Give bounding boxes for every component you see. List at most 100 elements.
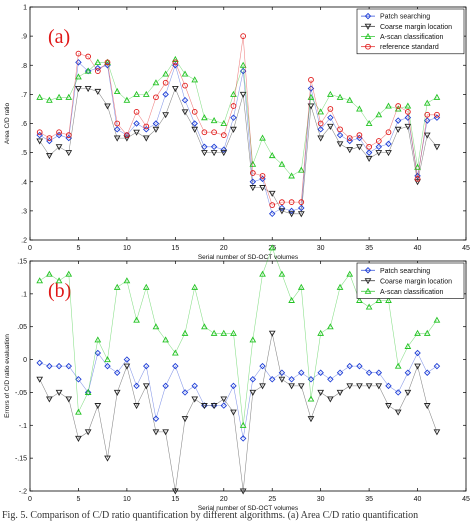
series-a-scan-classification xyxy=(36,244,441,428)
legend: Patch searching Coarse margin location A-s… xyxy=(356,8,465,55)
data-point xyxy=(36,93,44,100)
data-point xyxy=(346,135,353,141)
data-point xyxy=(414,179,421,186)
data-point xyxy=(365,155,373,162)
data-point xyxy=(336,389,344,396)
data-point xyxy=(394,117,402,124)
y-axis-label: Area C/D ratio xyxy=(4,103,11,145)
data-point xyxy=(210,403,218,410)
data-point xyxy=(394,362,402,369)
data-point xyxy=(36,376,44,383)
data-point xyxy=(36,129,43,136)
data-point xyxy=(336,369,344,376)
data-point xyxy=(191,396,199,403)
data-point xyxy=(220,329,228,336)
data-point xyxy=(239,488,247,495)
data-point xyxy=(317,369,324,376)
legend-entry: reference standard xyxy=(380,44,439,51)
data-point xyxy=(113,369,121,376)
data-point xyxy=(191,382,198,390)
data-point xyxy=(172,59,179,66)
data-point xyxy=(94,336,102,343)
data-point xyxy=(220,396,228,403)
data-point xyxy=(84,67,92,74)
data-point xyxy=(84,67,92,75)
data-point xyxy=(414,363,421,370)
data-point xyxy=(288,172,295,179)
y-tick-label: 0 xyxy=(23,357,27,364)
data-point xyxy=(152,120,160,127)
data-point xyxy=(307,395,315,402)
data-point xyxy=(433,144,441,151)
data-point xyxy=(142,383,150,390)
legend-entry: A-scan classification xyxy=(380,289,444,296)
data-point xyxy=(414,329,421,336)
data-point xyxy=(65,362,72,370)
data-point xyxy=(114,120,121,127)
data-point xyxy=(239,91,247,98)
data-point xyxy=(365,119,373,127)
y-tick-label: 1 xyxy=(23,5,27,12)
data-point xyxy=(307,416,315,423)
data-point xyxy=(104,103,111,110)
data-point xyxy=(220,150,228,157)
data-point xyxy=(191,76,199,83)
data-point xyxy=(104,362,111,370)
data-point xyxy=(55,277,63,284)
data-point xyxy=(113,283,121,290)
series-coarse-margin-location xyxy=(36,86,441,218)
data-point xyxy=(75,435,82,442)
data-point xyxy=(346,147,354,154)
data-point xyxy=(375,296,383,303)
data-point xyxy=(346,383,354,390)
data-point xyxy=(249,336,257,343)
series-line xyxy=(39,61,437,215)
data-point xyxy=(317,126,324,133)
data-point xyxy=(171,488,179,495)
data-point xyxy=(317,108,325,115)
data-point xyxy=(133,108,140,115)
data-point xyxy=(336,141,344,148)
data-point xyxy=(162,79,169,86)
y-tick-label: .3 xyxy=(21,208,27,215)
data-point xyxy=(191,120,198,127)
data-point xyxy=(404,389,412,396)
data-point xyxy=(278,160,286,167)
data-point xyxy=(268,376,276,383)
x-tick-label: 0 xyxy=(28,496,32,503)
y-tick-label: -.05 xyxy=(15,390,27,397)
legend-marker xyxy=(364,23,372,30)
data-point xyxy=(123,363,131,370)
data-point xyxy=(75,73,82,80)
data-point xyxy=(297,283,305,290)
data-point xyxy=(55,362,63,370)
y-tick-label: -.1 xyxy=(19,423,27,430)
data-point xyxy=(123,96,131,103)
data-point xyxy=(394,126,402,133)
data-point xyxy=(84,429,92,436)
data-point xyxy=(249,170,256,176)
data-point xyxy=(143,362,150,370)
data-point xyxy=(46,396,53,403)
data-point xyxy=(84,388,92,395)
data-point xyxy=(375,143,383,151)
data-point xyxy=(239,435,247,442)
data-point xyxy=(356,144,363,151)
y-tick-label: .6 xyxy=(21,121,27,128)
x-axis-label: Serial number of SD-OCT volumes xyxy=(198,254,299,261)
data-point xyxy=(142,135,150,142)
data-point xyxy=(65,132,72,139)
data-point xyxy=(171,55,179,62)
data-point xyxy=(36,359,43,367)
data-point xyxy=(162,382,169,390)
data-point xyxy=(336,131,344,139)
data-point xyxy=(433,316,441,323)
data-point xyxy=(298,369,305,376)
panel-a: 0 5 10 15 20 25 30 35 40 45.2.3.4.5.6.7.8.91Seria… xyxy=(4,5,470,262)
data-point xyxy=(278,270,286,277)
x-tick-label: 5 xyxy=(76,245,80,252)
y-tick-label: -.15 xyxy=(15,456,27,463)
data-point xyxy=(94,58,102,65)
x-tick-label: 15 xyxy=(171,496,179,503)
data-point xyxy=(375,138,382,144)
